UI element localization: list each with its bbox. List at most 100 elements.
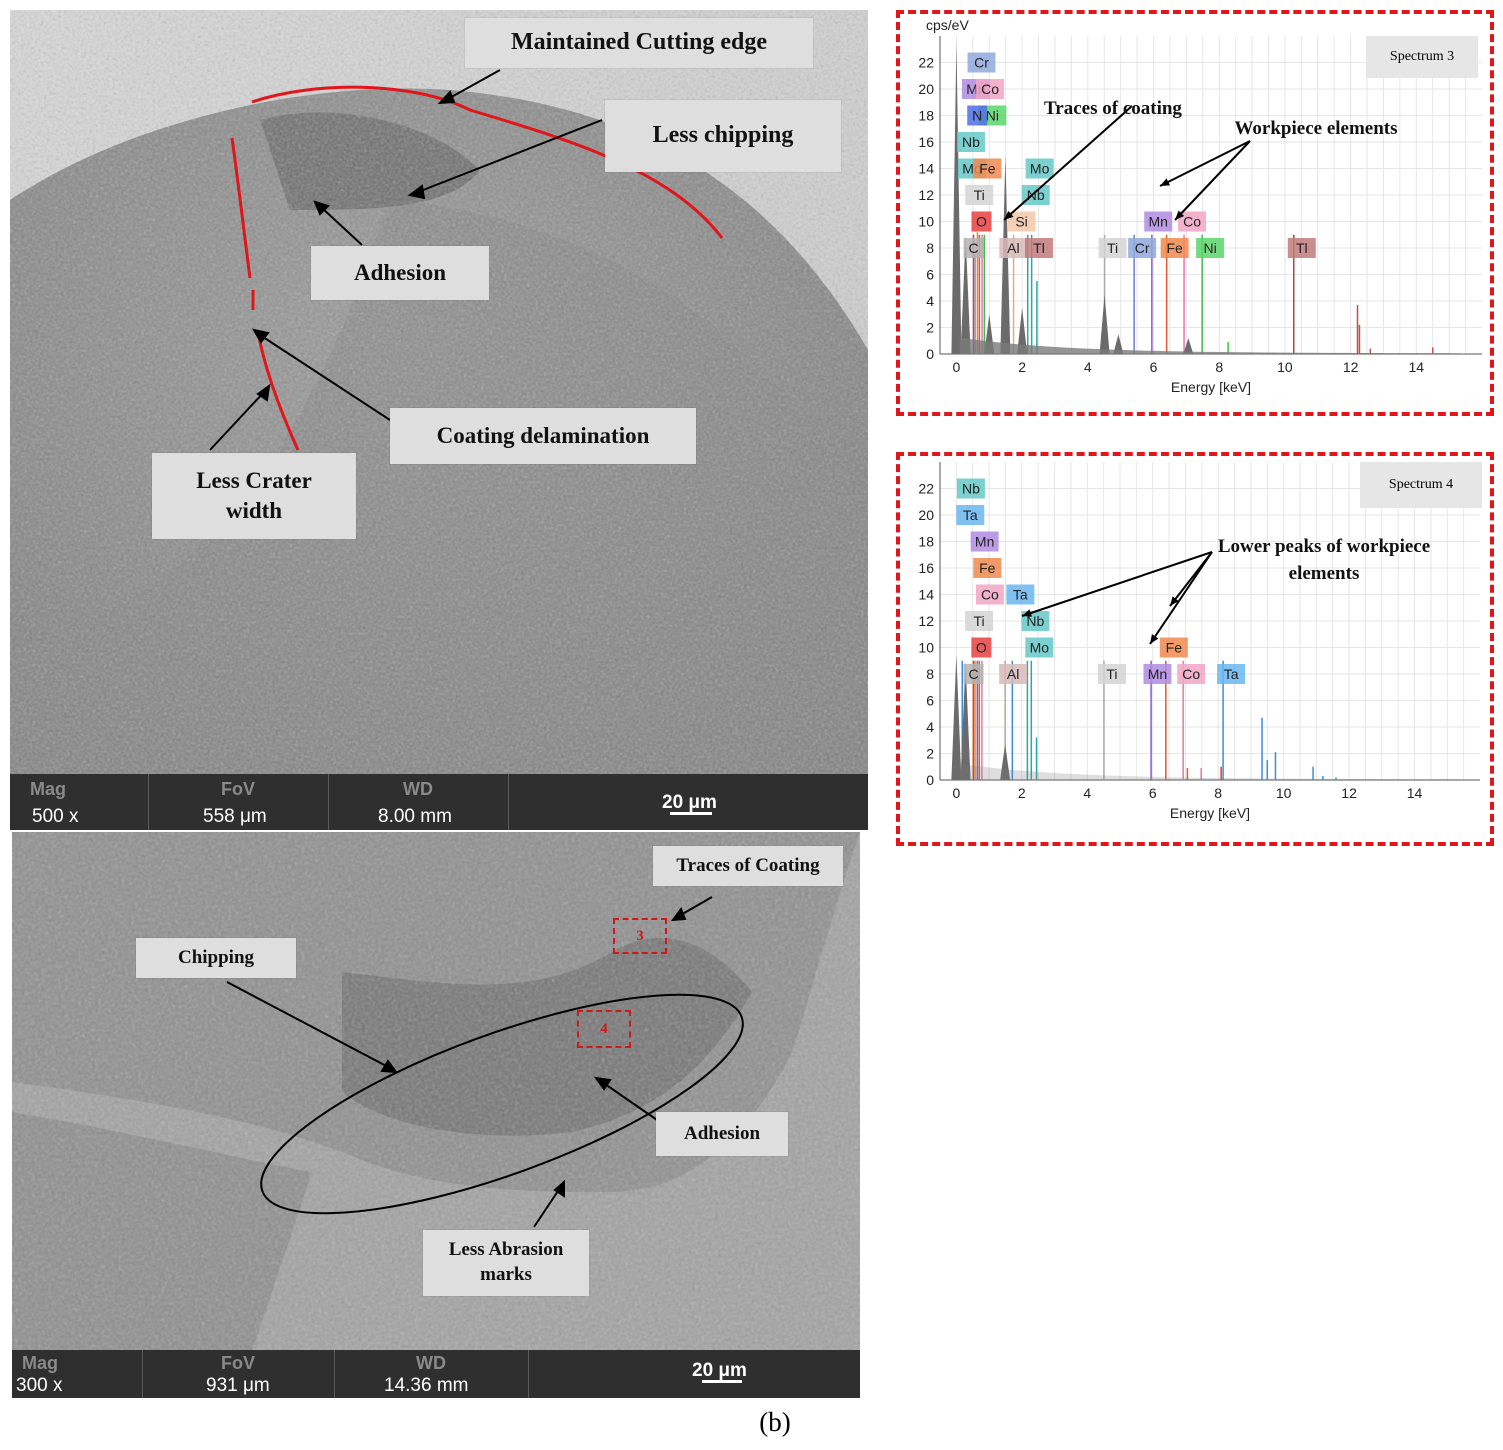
x-axis-title: Energy [keV]	[1171, 379, 1251, 395]
y-tick-label: 18	[918, 108, 934, 124]
y-tick-label: 6	[926, 693, 934, 709]
x-tick-label: 8	[1215, 359, 1223, 375]
element-label: Ti	[1106, 666, 1117, 682]
spectrum-3-title: Spectrum 3	[1366, 36, 1478, 78]
element-label-box	[1097, 664, 1126, 684]
element-label-box	[1006, 584, 1035, 605]
damage-region-ellipse	[260, 993, 744, 1215]
wd-label: WD	[416, 1353, 446, 1373]
callout-coating-delamination: Coating delamination	[390, 408, 696, 464]
element-label: O	[976, 214, 987, 230]
x-tick-label: 8	[1214, 785, 1222, 801]
note-traces-of-coating: Traces of coating	[1044, 98, 1182, 119]
eds-panel-spectrum-4: 0 2 4 6 8 10 12 14 16 18 20 22 0 2 4 6 8 10 12 14 Energy [ke…	[896, 452, 1494, 846]
info-bar-top: Mag 500 x FoV 558 μm WD 8.00 mm 20 μm	[10, 774, 868, 830]
element-label: Fe	[1166, 240, 1183, 256]
element-label-box	[1217, 664, 1246, 684]
element-label: Ti	[1107, 240, 1118, 256]
y-tick-label: 4	[926, 719, 934, 735]
spectrum-peak	[951, 654, 962, 780]
annotation-arrow	[1021, 551, 1213, 617]
element-label: Si	[1015, 214, 1027, 230]
roi-marker-4: 4	[577, 1010, 631, 1048]
element-label: Nb	[1026, 613, 1044, 629]
spectrum-peak	[951, 42, 962, 354]
element-label: Al	[1007, 240, 1019, 256]
y-tick-label: 12	[918, 613, 934, 629]
y-tick-label: 18	[918, 534, 934, 550]
callout-adhesion-bottom: Adhesion	[656, 1112, 788, 1156]
element-label-box	[1159, 637, 1188, 658]
annotation-arrow	[1149, 551, 1213, 645]
element-label: Tl	[1033, 240, 1045, 256]
annotation-arrowhead	[1150, 634, 1159, 644]
element-label-box	[1143, 664, 1172, 684]
element-label: Ni	[1204, 240, 1217, 256]
element-label-box	[1160, 238, 1189, 258]
annotation-arrowhead	[1022, 609, 1032, 617]
annotation-arrowhead	[1004, 210, 1014, 220]
element-label-box	[1177, 664, 1206, 684]
scale-bar	[702, 1380, 742, 1383]
callout-traces-of-coating: Traces of Coating	[653, 846, 843, 886]
eds-panel-spectrum-3: 0 2 4 6 8 10 12 14 16 18 20 22 0 2 4 6 8 10 12 14 Energy [ke…	[896, 10, 1494, 416]
scale-bar	[670, 812, 712, 815]
y-tick-label: 14	[918, 587, 934, 603]
x-tick-label: 4	[1084, 359, 1092, 375]
wd-value: 14.36 mm	[384, 1375, 469, 1396]
x-tick-label: 2	[1018, 785, 1026, 801]
x-tick-label: 4	[1083, 785, 1091, 801]
element-label-box	[1025, 637, 1054, 658]
y-tick-label: 16	[918, 560, 934, 576]
mag-value: 500 x	[32, 806, 79, 827]
element-label-box	[965, 611, 994, 631]
crater-boundary-line	[230, 137, 300, 451]
element-label-box	[956, 505, 985, 525]
x-tick-label: 14	[1409, 359, 1425, 375]
sem-micrograph-bottom	[12, 832, 860, 1398]
note-lower-peaks: Lower peaks of workpiece elements	[1217, 536, 1431, 584]
element-label: C	[969, 240, 979, 256]
info-bar-bottom: Mag 300 x FoV 931 μm WD 14.36 mm 20 μm	[12, 1350, 860, 1398]
annotation-arrowhead	[1160, 178, 1170, 186]
callout-adhesion: Adhesion	[311, 246, 489, 300]
element-label-box	[973, 558, 1002, 578]
x-tick-label: 12	[1341, 785, 1357, 801]
roi-marker-3: 3	[613, 918, 667, 954]
y-axis-title: cps/eV	[926, 17, 969, 33]
callout-cutting-edge: Maintained Cutting edge	[465, 18, 813, 68]
cutting-edge-boundary-line	[251, 85, 724, 239]
y-tick-label: 20	[918, 507, 934, 523]
spectrum-peak	[1183, 338, 1194, 354]
annotation-arrowhead	[1170, 596, 1179, 606]
callout-less-chipping: Less chipping	[605, 100, 841, 172]
y-tick-label: 4	[926, 293, 934, 309]
spectrum-peak	[960, 660, 971, 780]
x-tick-label: 6	[1149, 785, 1157, 801]
element-label: Nb	[962, 481, 980, 497]
element-label: Cr	[1135, 240, 1150, 256]
element-label: Ta	[1013, 587, 1028, 603]
element-label: Nb	[962, 134, 980, 150]
element-label: O	[976, 640, 987, 656]
spectrum-4-chart: 0 2 4 6 8 10 12 14 16 18 20 22 0 2 4 6 8 10 12 14 Energy [ke…	[918, 462, 1480, 821]
scale-bar-label: 20 μm	[692, 1360, 747, 1381]
spectrum-background	[959, 763, 1464, 780]
element-label-box	[971, 637, 992, 658]
y-tick-label: 0	[926, 346, 934, 362]
y-tick-label: 16	[918, 134, 934, 150]
spectrum-peak	[1099, 294, 1110, 354]
element-label-box	[1178, 211, 1207, 232]
figure-caption: (b)	[759, 1407, 791, 1437]
element-label: Co	[981, 81, 999, 97]
element-label: Mn	[1148, 666, 1167, 682]
spectrum-background	[959, 337, 1466, 354]
x-tick-label: 2	[1018, 359, 1026, 375]
element-label-box	[967, 52, 996, 73]
element-label-box	[1007, 211, 1036, 232]
element-label: Mo	[1030, 640, 1050, 656]
y-tick-label: 6	[926, 267, 934, 283]
y-tick-label: 2	[926, 746, 934, 762]
element-label: Mo	[1030, 161, 1050, 177]
y-tick-label: 10	[918, 214, 934, 230]
